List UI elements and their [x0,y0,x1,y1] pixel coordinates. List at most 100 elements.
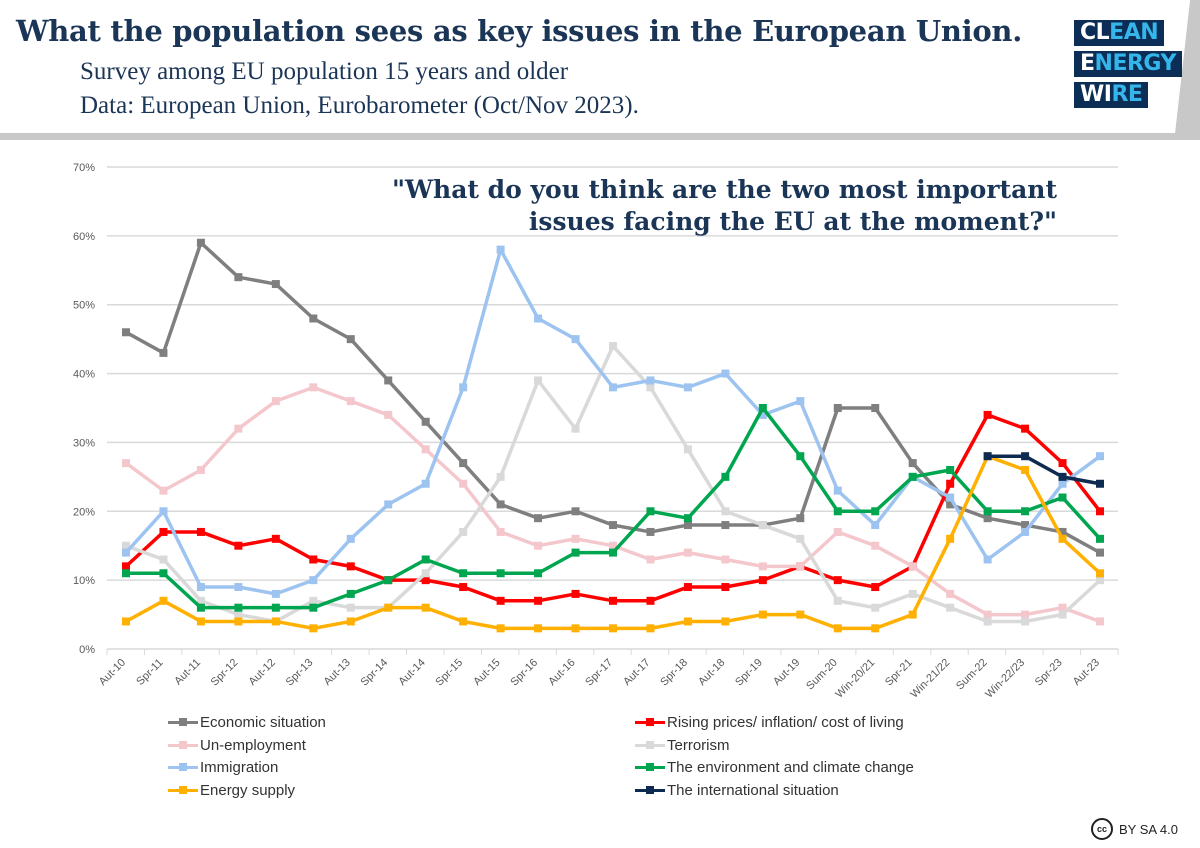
data-point-energy-supply [234,617,243,626]
x-tick-label: Spr-17 [583,657,615,689]
license: cc BY SA 4.0 [1090,818,1178,840]
data-point-the-environment-and-climate-change [271,603,280,612]
data-point-economic-situation [1058,527,1067,536]
data-point-the-environment-and-climate-change [983,507,992,516]
legend-swatch [168,763,198,771]
data-point-terrorism [496,472,505,481]
data-point-terrorism [1058,610,1067,619]
x-tick-label: Win-22/23 [983,657,1027,700]
creative-commons-icon: cc [1090,818,1113,840]
data-point-immigration [271,589,280,598]
data-point-rising-prices-inflation-cost-of-living [234,541,243,550]
data-point-economic-situation [122,328,130,337]
data-point-rising-prices-inflation-cost-of-living [534,596,543,605]
data-point-rising-prices-inflation-cost-of-living [346,562,355,571]
data-point-rising-prices-inflation-cost-of-living [1096,507,1104,516]
y-tick-label: 50% [73,300,95,312]
y-tick-label: 70% [73,162,95,174]
data-point-economic-situation [271,280,280,289]
legend-item: Rising prices/ inflation/ cost of living [635,714,904,731]
data-point-terrorism [346,603,355,612]
x-tick-label: Sum-22 [954,657,990,693]
data-point-energy-supply [309,624,318,633]
data-point-rising-prices-inflation-cost-of-living [122,562,130,571]
data-point-terrorism [122,541,130,550]
data-point-energy-supply [796,610,805,619]
data-point-rising-prices-inflation-cost-of-living [196,527,205,536]
data-point-terrorism [609,342,617,351]
data-point-the-environment-and-climate-change [1096,534,1104,543]
y-tick-label: 0% [79,644,95,656]
x-tick-label: Spr-18 [658,657,690,689]
data-point-economic-situation [908,459,917,468]
data-point-the-environment-and-climate-change [1021,507,1030,516]
clean-energy-wire-logo: CLEAN ENERGY WIRE [1074,20,1182,113]
data-point-un-employment [271,397,280,406]
data-point-un-employment [721,555,730,564]
data-point-immigration [1021,527,1030,536]
data-point-immigration [796,397,805,406]
data-point-the-environment-and-climate-change [833,507,842,516]
data-point-economic-situation [196,238,205,247]
data-point-economic-situation [833,404,842,412]
data-point-economic-situation [1021,521,1030,530]
data-point-the-environment-and-climate-change [122,569,130,578]
legend-item: Economic situation [168,714,326,731]
data-point-terrorism [983,617,992,626]
x-tick-label: Spr-12 [209,657,241,689]
legend-label: Immigration [200,759,279,776]
data-point-terrorism [421,569,430,578]
data-point-rising-prices-inflation-cost-of-living [946,479,955,488]
x-tick-label: Aut-16 [546,657,577,688]
data-point-economic-situation [384,376,393,385]
data-point-energy-supply [1058,534,1067,543]
data-point-immigration [1058,479,1067,488]
legend-label: Rising prices/ inflation/ cost of living [667,714,904,731]
legend-swatch [635,740,665,749]
data-point-immigration [421,479,430,488]
x-tick-label: Spr-13 [284,657,316,689]
data-point-energy-supply [496,624,505,633]
header: What the population sees as key issues i… [0,0,1200,140]
data-point-immigration [346,534,355,543]
data-point-economic-situation [571,507,580,516]
legend-label: Terrorism [667,736,730,754]
data-point-economic-situation [983,514,992,523]
data-point-economic-situation [609,521,617,530]
data-point-un-employment [796,562,805,571]
data-point-economic-situation [459,459,468,468]
data-point-immigration [833,486,842,495]
data-point-energy-supply [196,617,205,626]
data-point-rising-prices-inflation-cost-of-living [609,596,617,605]
data-point-economic-situation [159,348,168,357]
x-tick-label: Aut-13 [321,657,352,688]
data-point-immigration [122,548,130,557]
data-point-energy-supply [758,610,767,619]
legend-label: The international situation [667,781,839,799]
data-point-un-employment [159,486,168,495]
data-point-un-employment [1096,617,1104,626]
data-point-energy-supply [534,624,543,633]
data-point-immigration [496,245,505,254]
data-point-the-environment-and-climate-change [459,569,468,578]
data-point-un-employment [871,541,880,550]
data-point-economic-situation [496,500,505,509]
data-point-the-environment-and-climate-change [384,576,393,585]
x-tick-label: Aut-18 [696,657,727,688]
data-source: Data: European Union, Eurobarometer (Oct… [80,92,639,119]
data-point-un-employment [1021,610,1030,619]
data-point-terrorism [159,555,168,564]
legend-swatch [168,740,198,749]
data-point-un-employment [122,459,130,468]
x-tick-label: Spr-14 [359,657,391,689]
x-tick-label: Spr-19 [733,657,765,689]
data-point-un-employment [758,562,767,571]
data-point-the-environment-and-climate-change [496,569,505,578]
data-point-economic-situation [234,273,243,282]
x-tick-label: Spr-11 [134,657,165,688]
data-point-terrorism [571,424,580,433]
data-point-terrorism [196,596,205,605]
data-point-un-employment [421,445,430,454]
data-point-the-environment-and-climate-change [1058,493,1067,502]
data-point-rising-prices-inflation-cost-of-living [983,410,992,419]
